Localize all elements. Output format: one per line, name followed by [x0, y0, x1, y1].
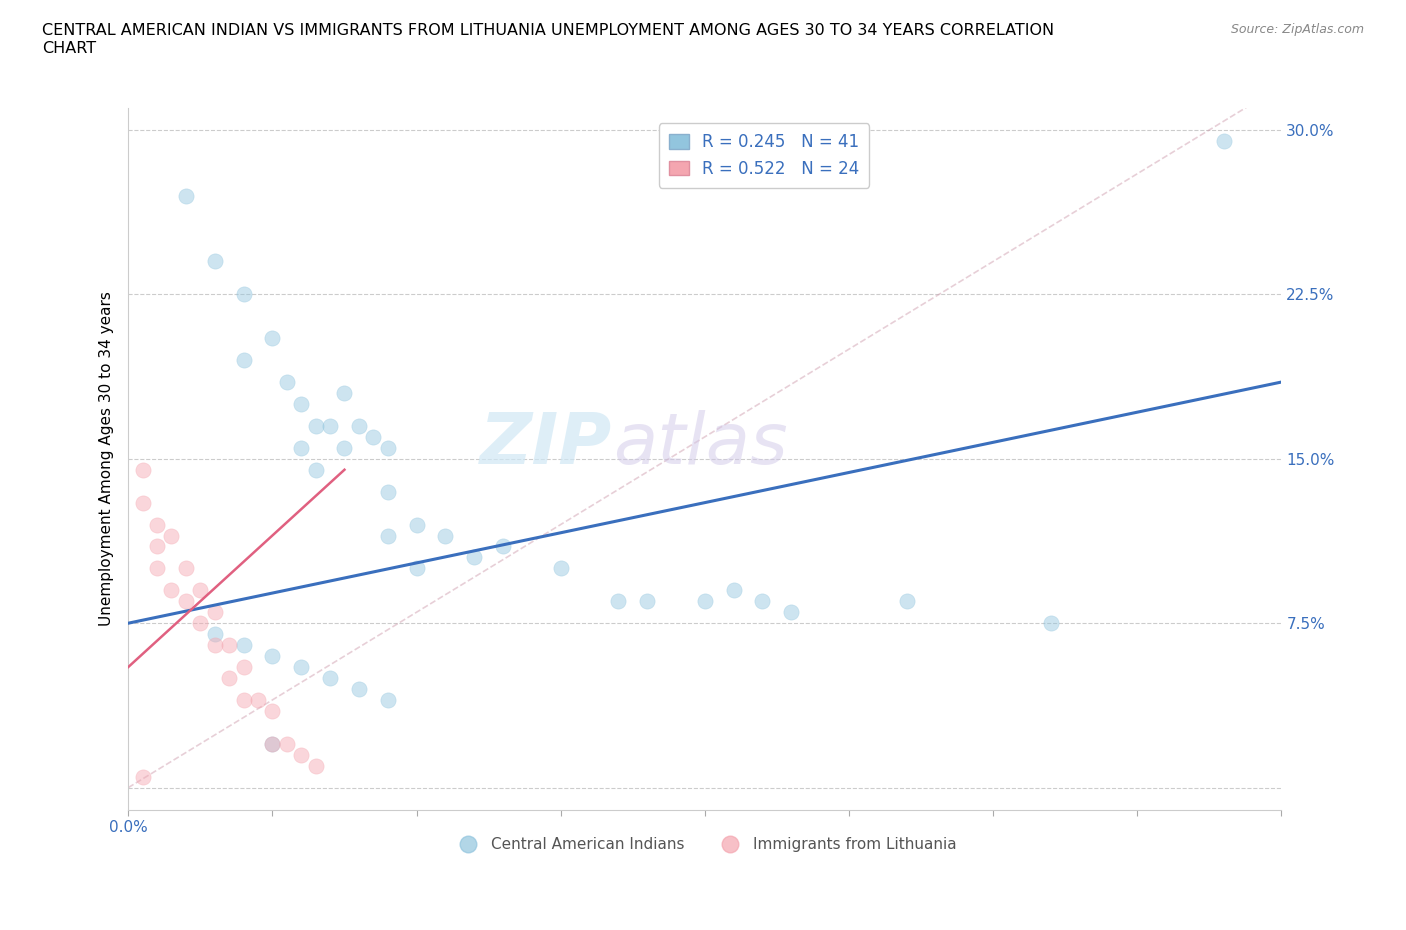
Point — [290, 396, 312, 411]
Point — [723, 583, 745, 598]
Legend: Central American Indians, Immigrants from Lithuania: Central American Indians, Immigrants fro… — [447, 830, 963, 858]
Text: atlas: atlas — [613, 410, 787, 479]
Point — [262, 703, 284, 718]
Point — [290, 748, 312, 763]
Text: ZIP: ZIP — [481, 410, 613, 479]
Point — [262, 648, 284, 663]
Point — [607, 594, 630, 609]
Point — [377, 693, 399, 708]
Point — [174, 188, 197, 203]
Point — [333, 386, 356, 401]
Point — [204, 638, 226, 653]
Point — [204, 254, 226, 269]
Point — [204, 627, 226, 642]
Point — [377, 441, 399, 456]
Text: CENTRAL AMERICAN INDIAN VS IMMIGRANTS FROM LITHUANIA UNEMPLOYMENT AMONG AGES 30 : CENTRAL AMERICAN INDIAN VS IMMIGRANTS FR… — [42, 23, 1054, 56]
Y-axis label: Unemployment Among Ages 30 to 34 years: Unemployment Among Ages 30 to 34 years — [100, 291, 114, 626]
Point — [304, 758, 326, 773]
Point — [232, 287, 254, 302]
Point — [434, 528, 457, 543]
Point — [232, 693, 254, 708]
Point — [174, 561, 197, 576]
Point — [160, 583, 183, 598]
Point — [693, 594, 716, 609]
Point — [290, 441, 312, 456]
Point — [131, 495, 153, 510]
Point — [363, 430, 385, 445]
Text: Source: ZipAtlas.com: Source: ZipAtlas.com — [1230, 23, 1364, 36]
Point — [276, 737, 298, 751]
Point — [262, 737, 284, 751]
Point — [347, 418, 370, 433]
Point — [319, 418, 342, 433]
Point — [232, 352, 254, 367]
Point — [492, 539, 515, 554]
Point — [780, 604, 803, 619]
Point — [246, 693, 269, 708]
Point — [218, 671, 240, 685]
Point — [276, 375, 298, 390]
Point — [304, 418, 326, 433]
Point — [405, 561, 427, 576]
Point — [262, 331, 284, 346]
Point — [146, 517, 169, 532]
Point — [347, 682, 370, 697]
Point — [204, 604, 226, 619]
Point — [333, 441, 356, 456]
Point — [319, 671, 342, 685]
Point — [1212, 133, 1234, 148]
Point — [377, 485, 399, 499]
Point — [232, 659, 254, 674]
Point — [160, 528, 183, 543]
Point — [232, 638, 254, 653]
Point — [405, 517, 427, 532]
Point — [146, 539, 169, 554]
Point — [262, 737, 284, 751]
Point — [131, 769, 153, 784]
Point — [550, 561, 572, 576]
Point — [1039, 616, 1062, 631]
Point — [131, 462, 153, 477]
Point — [636, 594, 658, 609]
Point — [377, 528, 399, 543]
Point — [174, 594, 197, 609]
Point — [304, 462, 326, 477]
Point — [463, 550, 485, 565]
Point — [146, 561, 169, 576]
Point — [188, 583, 211, 598]
Point — [290, 659, 312, 674]
Point — [218, 638, 240, 653]
Point — [188, 616, 211, 631]
Point — [896, 594, 918, 609]
Point — [751, 594, 773, 609]
